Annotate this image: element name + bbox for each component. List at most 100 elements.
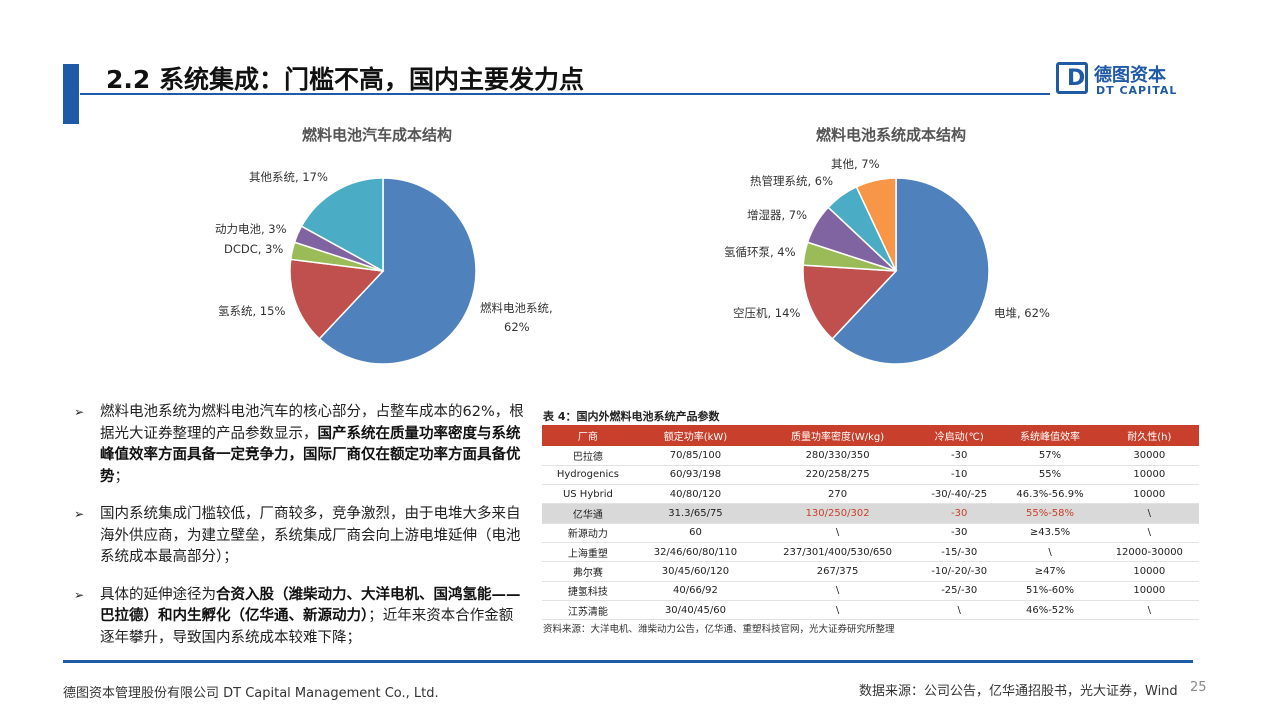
table-cell: -30 [918,446,1001,466]
table-cell: 巴拉德 [542,446,634,466]
pie0-slice-4 [300,177,384,273]
table-cell: 60 [633,523,758,543]
pie-chart-system-cost [802,177,990,365]
table-cell: 70/85/100 [633,446,758,466]
logo-text-en: DT CAPITAL [1096,84,1178,97]
table-cell: 130/250/302 [757,503,919,524]
table-cell: 60/93/198 [633,465,758,486]
table-cell: 10000 [1099,465,1199,486]
page-title: 2.2 系统集成：门槛不高，国内主要发力点 [106,65,584,94]
bullet-list: ➢ 燃料电池系统为燃料电池汽车的核心部分，占整车成本的62%，根据光大证券整理的产… [74,402,524,665]
table-cell: 267/375 [757,561,919,582]
table-row: US Hybrid 40/80/120 270 -30/-40/-25 46.3%-56… [542,484,1199,505]
chart-title-vehicle-cost: 燃料电池汽车成本结构 [302,126,453,144]
bullet-item: ➢ 国内系统集成门槛较低，厂商较多，竞争激烈，由于电堆大多来自海外供应商，为建立壁… [74,506,521,565]
pie-label-power-battery: 动力电池, 3% [215,222,287,236]
table-cell: 31.3/65/75 [633,503,758,524]
table-row: 新源动力 60 \ -30 ≥43.5% \ [542,523,1199,543]
logo-text-cn: 德图资本 [1094,65,1166,86]
bullet-arrow-icon: ➢ [74,507,85,521]
table-cell: \ [757,581,919,601]
table-cell: \ [1099,600,1199,621]
pie-label-dcdc: DCDC, 3% [224,242,284,256]
table-cell: US Hybrid [542,484,634,505]
table-cell: 55% [1000,465,1100,486]
pie1-slice-5 [855,177,897,272]
title-accent-bar [63,64,79,124]
pie-label-humidifier: 增湿器, 7% [747,208,808,222]
table-header-cell: 厂商 [542,425,634,446]
bullet-item: ➢ 燃料电池系统为燃料电池汽车的核心部分，占整车成本的62%，根据光大证券整理的产… [74,404,524,485]
company-logo: D 德图资本 DT CAPITAL [1056,62,1186,98]
table-cell: 亿华通 [542,503,634,524]
table-cell: 51%-60% [1000,581,1100,601]
table-cell: 30/45/60/120 [633,561,758,582]
pie-label-other-systems: 其他系统, 17% [249,170,328,184]
title-divider [80,93,1050,95]
table-cell: 新源动力 [542,523,634,543]
table-row: 江苏清能 30/40/45/60 \ \ 46%-52% \ [542,600,1199,621]
pie-label-thermal-mgmt: 热管理系统, 6% [750,174,834,188]
chart-title-system-cost: 燃料电池系统成本结构 [816,126,967,144]
table-cell: \ [757,523,919,543]
table-cell: \ [757,600,919,621]
table-row: 亿华通 31.3/65/75 130/250/302 -30 55%-58% \ [542,503,1199,524]
table-cell: 上海重塑 [542,542,634,563]
params-table: 厂商 额定功率(kW) 质量功率密度(W/kg) 冷启动(℃) 系统峰值效率 耐久性(h)… [542,425,1199,621]
pie-label-other: 其他, 7% [831,157,880,171]
table-header-cell: 耐久性(h) [1099,425,1199,446]
pie0-slice-0 [318,177,477,365]
table-cell: -15/-30 [918,542,1001,563]
pie-label-air-compressor: 空压机, 14% [733,306,801,320]
table-cell: -10/-20/-30 [918,561,1001,582]
table-row: Hydrogenics 60/93/198 220/258/275 -10 55% 100… [542,465,1199,486]
bullet-item: ➢ 具体的延伸途径为合资入股（潍柴动力、大洋电机、国鸿氢能——巴拉德）和内生孵化（… [74,586,521,646]
table-cell: 江苏清能 [542,600,634,621]
table-cell: 220/258/275 [757,465,919,486]
table-cell: 55%-58% [1000,503,1100,524]
table-header-row: 厂商 额定功率(kW) 质量功率密度(W/kg) 冷启动(℃) 系统峰值效率 耐久性(h) [542,425,1199,446]
table-cell: -30 [918,523,1001,543]
table-row: 弗尔赛 30/45/60/120 267/375 -10/-20/-30 ≥47% 100… [542,561,1199,582]
table-cell: 46%-52% [1000,600,1100,621]
table-header-cell: 质量功率密度(W/kg) [757,425,919,446]
table-cell: 30/40/45/60 [633,600,758,621]
table-header-cell: 系统峰值效率 [1000,425,1100,446]
table-cell: \ [1000,542,1100,563]
table-cell: -30/-40/-25 [918,484,1001,505]
pie-label-hydrogen-system: 氢系统, 15% [218,304,286,318]
table-cell: 237/301/400/530/650 [757,542,919,563]
pie-chart-vehicle-cost [289,177,477,365]
footer-source: 数据来源：公司公告，亿华通招股书，光大证券，Wind [859,684,1178,699]
pie1-slice-1 [802,264,898,340]
bullet-arrow-icon: ➢ [74,405,85,419]
table-cell: -25/-30 [918,581,1001,601]
table-header-cell: 冷启动(℃) [918,425,1001,446]
pie-label-hydrogen-pump: 氢循环泵, 4% [724,245,796,259]
table-cell: 46.3%-56.9% [1000,484,1100,505]
table-cell: 30000 [1099,446,1199,466]
table-cell: 280/330/350 [757,446,919,466]
bullet-arrow-icon: ➢ [74,587,85,602]
table-source: 资料来源：大洋电机、潍柴动力公告，亿华通、重塑科技官网，光大证券研究所整理 [543,624,895,635]
table-cell: 10000 [1099,484,1199,505]
table-cell: Hydrogenics [542,465,634,486]
table-row: 上海重塑 32/46/60/80/110 237/301/400/530/650 -1… [542,542,1199,563]
table-cell: 57% [1000,446,1100,466]
table-caption: 表 4：国内外燃料电池系统产品参数 [543,410,720,423]
table-header-cell: 额定功率(kW) [633,425,758,446]
table-cell: \ [1099,523,1199,543]
table-cell: ≥47% [1000,561,1100,582]
pie1-slice-0 [831,177,990,365]
table-cell: -30 [918,503,1001,524]
table-cell: 捷氢科技 [542,581,634,601]
table-row: 巴拉德 70/85/100 280/330/350 -30 57% 30000 [542,446,1199,466]
table-cell: 10000 [1099,561,1199,582]
table-cell: \ [1099,503,1199,524]
table-cell: \ [918,600,1001,621]
table-cell: 10000 [1099,581,1199,601]
table-cell: 12000-30000 [1099,542,1199,563]
table-cell: 弗尔赛 [542,561,634,582]
table-cell: 32/46/60/80/110 [633,542,758,563]
table-cell: 270 [757,484,919,505]
